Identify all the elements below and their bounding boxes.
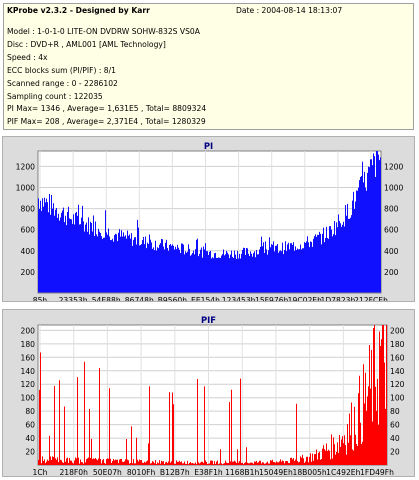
plot-area — [37, 324, 388, 466]
info-panel: KProbe v2.3.2 - Designed by Karr Date : … — [3, 3, 414, 130]
x-tick-label: 23353h — [59, 296, 88, 301]
pi-chart: 200 200 400 400 600 600 800 800 1000 1000 1200 1200… — [16, 150, 403, 301]
x-tick-label: 85h — [33, 296, 48, 301]
y-tick-label-left: 100 — [21, 394, 36, 403]
y-tick-label-left: 800 — [21, 205, 36, 214]
range-line: Scanned range : 0 - 2286102 — [7, 79, 118, 88]
y-tick-label-right: 200 — [384, 268, 399, 277]
x-tick-label: 18B005h — [293, 468, 327, 476]
scan-date: Date : 2004-08-14 18:13:07 — [236, 6, 343, 15]
disc-line: Disc : DVD+R , AML001 [AML Technology] — [7, 40, 166, 49]
x-tick-label: 15049Eh — [259, 468, 293, 476]
pi-stats-line: PI Max= 1346 , Average= 1,631E5 , Total=… — [7, 104, 207, 113]
y-tick-label-right: 1200 — [384, 162, 403, 171]
ecc-line: ECC blocks sum (PI/PIF) : 8/1 — [7, 66, 117, 75]
sampling-line: Sampling count : 122035 — [7, 92, 103, 101]
x-tick-label: EE154h — [191, 296, 220, 301]
pi-chart-title: PI — [203, 141, 214, 151]
x-tick-label: 1FD49Fh — [360, 468, 394, 476]
x-tick-label: E38F1h — [194, 468, 223, 476]
x-tick-label: 123453h — [222, 296, 256, 301]
y-tick-label-right: 160 — [390, 353, 405, 362]
y-tick-label-right: 600 — [384, 226, 399, 235]
y-tick-label-right: 180 — [390, 340, 405, 349]
y-tick-label-right: 80 — [390, 407, 400, 416]
y-tick-label-left: 40 — [25, 434, 35, 443]
y-tick-label-left: 200 — [21, 268, 36, 277]
x-tick-label: 50E07h — [93, 468, 122, 476]
x-tick-label: 1168B1h — [225, 468, 259, 476]
y-tick-label-left: 120 — [21, 380, 36, 389]
x-tick-label: 54E88h — [92, 296, 121, 301]
y-tick-label-left: 200 — [21, 326, 36, 335]
y-tick-label-right: 200 — [390, 326, 405, 335]
x-tick-label: 1Ch — [33, 468, 48, 476]
y-tick-label-right: 20 — [390, 448, 400, 457]
y-tick-label-right: 40 — [390, 434, 400, 443]
x-tick-label: B12B7h — [160, 468, 190, 476]
speed-line: Speed : 4x — [7, 53, 48, 62]
y-tick-label-right: 140 — [390, 367, 405, 376]
pif-stats-line: PIF Max= 208 , Average= 2,371E4 , Total=… — [7, 117, 206, 126]
pif-chart-panel: PIF 20 20 40 40 60 60 80 80 100 100 120 120 140 140 16… — [2, 309, 415, 477]
y-tick-label-left: 140 — [21, 367, 36, 376]
y-tick-label-left: 600 — [21, 226, 36, 235]
app-title: KProbe v2.3.2 - Designed by Karr — [7, 6, 150, 15]
x-tick-label: 218F0h — [59, 468, 88, 476]
x-tick-label: 212FCEh — [354, 296, 388, 301]
x-tick-label: 8010Fh — [127, 468, 156, 476]
y-tick-label-left: 60 — [25, 421, 35, 430]
x-tick-label: 1D7823h — [320, 296, 355, 301]
model-line: Model : 1-0-1-0 LITE-ON DVDRW SOHW-832S … — [7, 27, 200, 36]
x-tick-label: 19C02Eh — [288, 296, 322, 301]
data-bars — [38, 151, 381, 293]
y-tick-label-left: 1200 — [16, 162, 35, 171]
data-bars — [38, 325, 387, 465]
y-tick-label-left: 1000 — [16, 184, 35, 193]
y-tick-label-right: 120 — [390, 380, 405, 389]
pif-chart-title: PIF — [201, 315, 216, 325]
y-tick-label-right: 400 — [384, 247, 399, 256]
y-tick-label-left: 20 — [25, 448, 35, 457]
y-tick-label-left: 180 — [21, 340, 36, 349]
pi-chart-panel: PI 200 200 400 400 600 600 800 800 1000 1000 1200 1… — [2, 136, 415, 302]
y-tick-label-right: 1000 — [384, 184, 403, 193]
x-tick-label: 1C492Eh — [326, 468, 360, 476]
y-tick-label-right: 100 — [390, 394, 405, 403]
pif-chart: 20 20 40 40 60 60 80 80 100 100 120 120 140 140 160 160… — [21, 324, 405, 476]
y-tick-label-left: 160 — [21, 353, 36, 362]
y-tick-label-left: 80 — [25, 407, 35, 416]
x-tick-label: 15F976h — [255, 296, 289, 301]
y-tick-label-right: 60 — [390, 421, 400, 430]
x-tick-label: B9560h — [158, 296, 188, 301]
x-tick-label: 86748h — [125, 296, 154, 301]
y-tick-label-left: 400 — [21, 247, 36, 256]
y-tick-label-right: 800 — [384, 205, 399, 214]
